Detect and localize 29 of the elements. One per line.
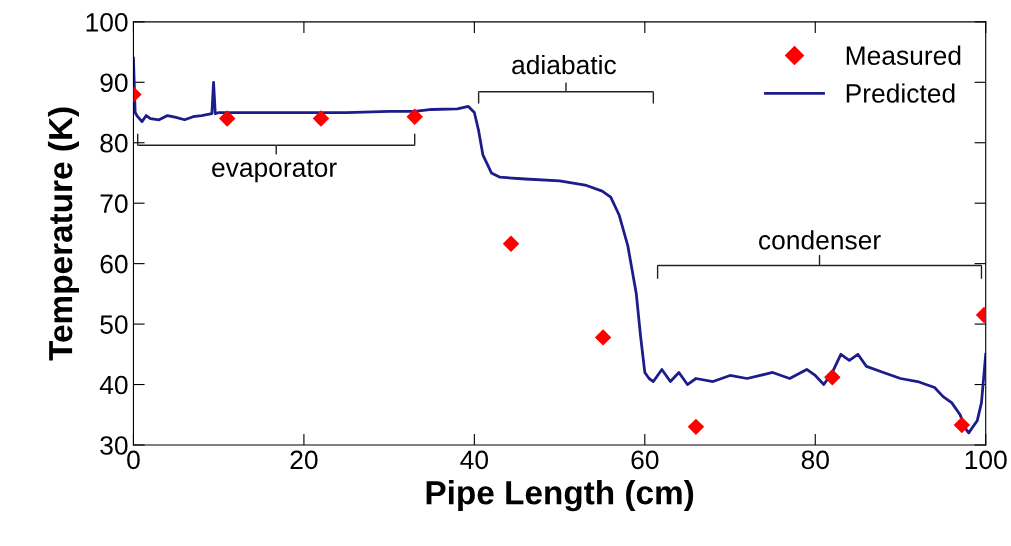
point [594,329,612,346]
y-tick-label: 50 [100,315,128,334]
annotation: adiabatic [512,54,616,75]
x-tick-label: 60 [631,450,659,470]
x-axis-title: Pipe Length (cm) [426,480,694,512]
point [406,108,423,125]
y-tick-label: 80 [100,133,128,153]
y-tick-label: 70 [100,194,128,214]
annotation: evaporator [212,159,337,183]
point [502,235,520,252]
x-tick-label: 100 [965,450,1007,470]
x-tick-label: 80 [801,450,829,470]
y-tick-label: 90 [100,73,128,93]
y-tick-label: 60 [100,254,128,274]
x-tick-label: 40 [460,450,489,470]
legend-label: Measured [846,45,961,65]
y-axis-title: Temperature (K) [47,107,80,361]
y-tick-label: 100 [86,12,128,32]
point [312,110,330,127]
point [218,110,236,127]
point [953,416,971,434]
point [687,418,705,436]
annotation: condenser [759,230,881,250]
x-tick-label: 20 [290,450,318,470]
y-tick-label: 40 [99,375,128,395]
y-tick-label: 30 [100,436,128,455]
point [824,369,841,386]
x-tick-label: 0 [127,450,140,470]
legend-label: Predicted [846,83,955,103]
